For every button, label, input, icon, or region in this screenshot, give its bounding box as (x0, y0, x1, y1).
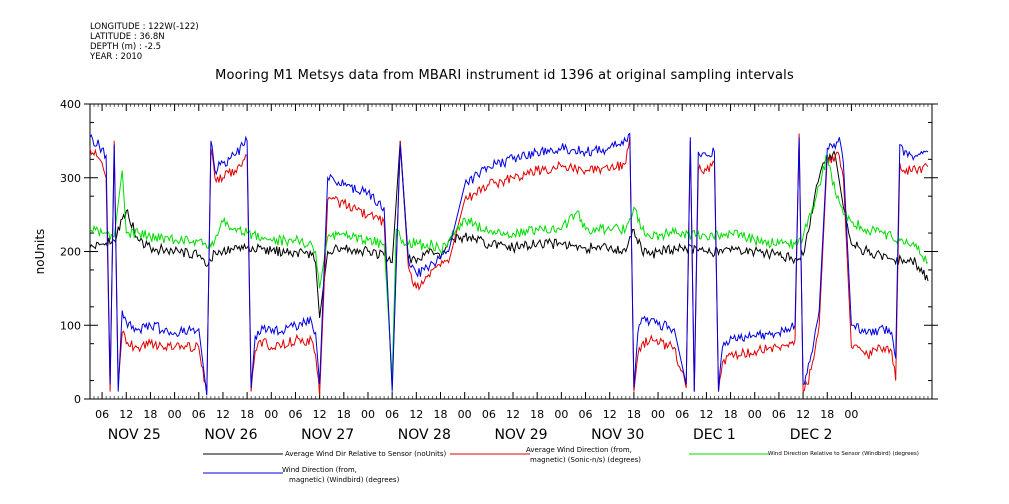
x-day-label: NOV 28 (398, 427, 451, 443)
legend-line-green (689, 453, 769, 455)
x-tick-label: 18 (240, 408, 254, 421)
x-tick-label: 06 (482, 408, 496, 421)
x-tick-label: 06 (288, 408, 302, 421)
y-tick-label: 0 (74, 393, 81, 406)
y-tick-label: 200 (60, 246, 81, 259)
y-axis-label: noUnits (33, 229, 47, 275)
x-tick-label: 00 (458, 408, 472, 421)
x-day-label: NOV 27 (301, 427, 354, 443)
legend-label-red-2: magnetic) (Sonic-n/s) (degrees) (530, 456, 642, 464)
x-tick-label: 18 (433, 408, 447, 421)
series-line-3 (89, 155, 929, 377)
x-tick-label: 06 (385, 408, 399, 421)
x-day-label: NOV 26 (204, 427, 257, 443)
legend-line-red (450, 453, 530, 455)
x-tick-label: 12 (603, 408, 617, 421)
x-tick-label: 12 (699, 408, 713, 421)
y-tick-label: 400 (60, 98, 81, 111)
x-tick-label: 18 (143, 408, 157, 421)
legend-label-blue-1: Wind Direction (from, (282, 466, 357, 474)
x-tick-label: 18 (724, 408, 738, 421)
y-tick-label: 300 (60, 172, 81, 185)
x-tick-label: 12 (409, 408, 423, 421)
metadata-block: LONGITUDE : 122W(-122) LATITUDE : 36.8N … (90, 22, 199, 62)
x-tick-label: 18 (820, 408, 834, 421)
x-tick-label: 06 (675, 408, 689, 421)
x-tick-label: 18 (337, 408, 351, 421)
x-tick-label: 00 (264, 408, 278, 421)
x-tick-label: 12 (796, 408, 810, 421)
legend-line-black (203, 453, 283, 455)
y-tick-label: 100 (60, 319, 81, 332)
series-line-4 (89, 132, 929, 396)
x-tick-label: 00 (844, 408, 858, 421)
x-tick-label: 12 (313, 408, 327, 421)
x-tick-label: 06 (192, 408, 206, 421)
x-tick-label: 00 (168, 408, 182, 421)
x-tick-label: 18 (627, 408, 641, 421)
legend-line-blue (203, 472, 283, 474)
series-line-1 (89, 140, 929, 318)
x-tick-label: 12 (216, 408, 230, 421)
x-tick-label: 12 (506, 408, 520, 421)
x-day-label: DEC 2 (790, 427, 833, 443)
depth-text: DEPTH (m) : -2.5 (90, 42, 162, 52)
x-tick-label: 18 (530, 408, 544, 421)
x-day-label: DEC 1 (693, 427, 736, 443)
longitude-text: LONGITUDE : 122W(-122) (90, 22, 199, 32)
plot-frame (89, 103, 933, 400)
x-tick-label: 06 (772, 408, 786, 421)
legend-label-blue-2: magnetic) (Windbird) (degrees) (289, 476, 400, 484)
x-tick-label: 00 (651, 408, 665, 421)
x-day-label: NOV 25 (108, 427, 161, 443)
x-tick-label: 06 (579, 408, 593, 421)
year-text: YEAR : 2010 (90, 52, 143, 62)
legend-label-green: Wind Direction Relative to Sensor (Windb… (768, 451, 919, 457)
x-tick-label: 06 (95, 408, 109, 421)
x-day-label: NOV 30 (591, 427, 644, 443)
x-tick-label: 12 (119, 408, 133, 421)
legend-label-black: Average Wind Dir Relative to Sensor (noU… (285, 450, 447, 458)
latitude-text: LATITUDE : 36.8N (90, 32, 165, 42)
chart-title: Mooring M1 Metsys data from MBARI instru… (215, 68, 794, 83)
x-tick-label: 00 (748, 408, 762, 421)
x-tick-label: 00 (361, 408, 375, 421)
legend-label-red-1: Average Wind Direction (from, (526, 446, 632, 454)
series-line-2 (89, 133, 929, 396)
x-tick-label: 00 (554, 408, 568, 421)
x-day-label: NOV 29 (494, 427, 547, 443)
